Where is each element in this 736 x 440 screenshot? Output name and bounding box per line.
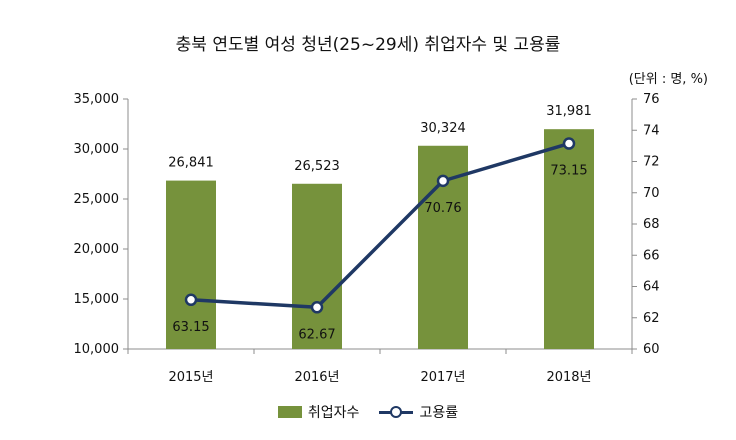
bar-series: [166, 129, 594, 349]
legend-label-bar: 취업자수: [307, 405, 360, 421]
y-right-tick-label: 60: [643, 342, 660, 357]
y-left-tick-label: 35,000: [74, 92, 120, 107]
y-right-tick-label: 74: [643, 123, 660, 138]
legend-item-bar: 취업자수: [277, 402, 360, 422]
bar: [292, 183, 342, 349]
y-right-tick-label: 66: [643, 248, 660, 263]
legend-item-line: 고용률: [379, 402, 458, 422]
line-point: [310, 301, 324, 314]
bar-value-label: 26,523: [294, 159, 340, 174]
line-point: [562, 137, 576, 150]
bar-value-label: 26,841: [168, 156, 214, 171]
line-series: [184, 137, 576, 314]
y-left-tick-label: 15,000: [74, 292, 120, 307]
line-point: [184, 293, 198, 307]
y-right-tick-label: 68: [643, 217, 660, 232]
bar-value-labels: 26,841 26,523 30,324 31,981: [168, 104, 592, 174]
x-tick-label: 2016년: [294, 370, 339, 385]
chart-title: 충북 연도별 여성 청년(25~29세) 취업자수 및 고용률: [175, 35, 561, 55]
x-tick-label: 2015년: [168, 370, 213, 385]
y-right-tick-label: 70: [643, 186, 660, 201]
y-left-tick-label: 10,000: [74, 342, 120, 357]
bar-value-label: 30,324: [420, 121, 466, 136]
y-right-tick-label: 72: [643, 155, 660, 170]
line-value-label: 73.15: [550, 164, 587, 179]
y-left-tick-label: 25,000: [74, 192, 120, 207]
y-right-tick-label: 62: [643, 311, 660, 326]
x-tick-label: 2017년: [420, 370, 465, 385]
legend-label-line: 고용률: [419, 405, 459, 421]
x-tick-label: 2018년: [546, 370, 591, 385]
bar-value-label: 31,981: [546, 104, 592, 119]
line-value-labels: 63.15 62.67 70.76 73.15: [172, 164, 587, 343]
y-left-tick-label: 30,000: [74, 142, 120, 157]
legend-swatch-bar: [277, 406, 302, 418]
bar: [544, 129, 594, 349]
line-value-label: 63.15: [172, 320, 209, 335]
unit-note: (단위 : 명, %): [628, 72, 708, 87]
line-value-label: 62.67: [298, 327, 335, 342]
legend-swatch-line: [379, 406, 414, 418]
y-left-tick-label: 20,000: [74, 242, 120, 257]
y-right-tick-label: 76: [643, 92, 660, 107]
bar: [166, 180, 216, 349]
line-value-label: 70.76: [424, 201, 461, 216]
y-right-tick-label: 64: [643, 280, 660, 295]
legend: 취업자수 고용률: [0, 402, 736, 422]
series-line: [190, 141, 570, 310]
line-point: [436, 174, 450, 188]
